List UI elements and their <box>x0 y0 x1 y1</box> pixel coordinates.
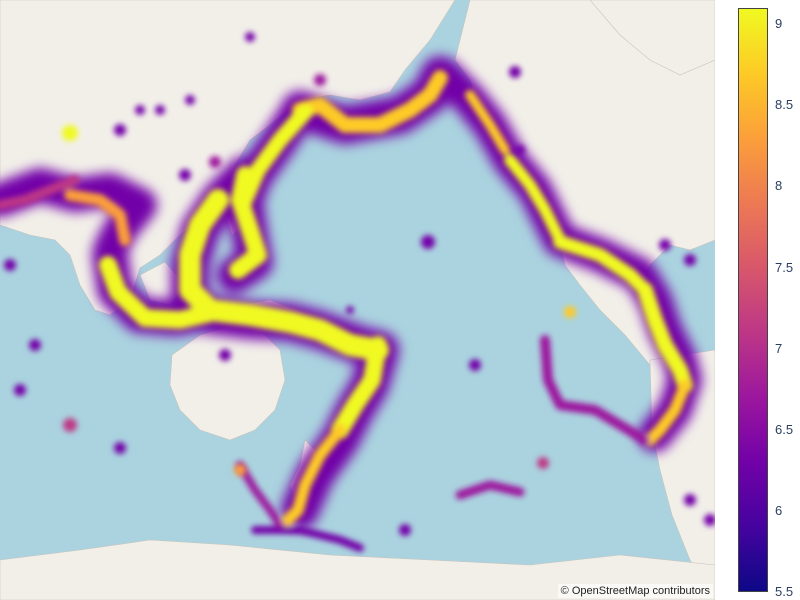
hotspot <box>684 254 696 266</box>
hotspot <box>114 442 126 454</box>
hotspot <box>659 239 671 251</box>
hotspot <box>185 95 195 105</box>
hotspot <box>537 457 549 469</box>
colorbar-tick-label: 6 <box>775 502 783 518</box>
hotspot <box>234 464 246 476</box>
hotspot <box>209 156 221 168</box>
ring-core-kermadec <box>282 424 346 526</box>
ring-core-central-america <box>637 282 693 393</box>
hotspot <box>155 105 165 115</box>
hotspot <box>245 32 255 42</box>
ring-core-japan <box>229 166 267 279</box>
colorbar-tick-label: 8.5 <box>775 97 794 113</box>
hotspot <box>63 418 77 432</box>
land-greenland <box>589 0 715 76</box>
land-australia <box>169 324 286 441</box>
hotspot <box>314 74 326 86</box>
hotspot <box>399 524 411 536</box>
colorbar-tick-label: 8 <box>775 178 783 194</box>
hotspot <box>62 125 78 141</box>
ring-core-south-pacific <box>455 480 525 500</box>
hotspot <box>179 169 191 181</box>
hotspot <box>14 384 26 396</box>
colorbar-gradient <box>738 8 768 592</box>
hotspot <box>421 235 435 249</box>
hotspot <box>29 339 41 351</box>
ring-core-indonesia <box>99 256 224 329</box>
hotspot <box>704 514 715 526</box>
map-attribution[interactable]: © OpenStreetMap contributors <box>557 584 713 598</box>
colorbar-tick-label: 5.5 <box>775 584 794 599</box>
hotspot <box>564 306 576 318</box>
ring-core-aleutian <box>292 70 448 133</box>
ring-core-tonga <box>331 336 387 439</box>
ring-core-asia <box>64 189 131 246</box>
ring-core-himalaya <box>0 175 80 210</box>
hotspot <box>114 124 126 136</box>
colorbar-tick-label: 6.5 <box>775 421 794 437</box>
hotspot <box>469 359 481 371</box>
hotspot <box>515 145 525 155</box>
colorbar-tick-label: 9 <box>775 16 783 32</box>
hotspot <box>509 66 521 78</box>
hotspot <box>219 349 231 361</box>
colorbar-tick-label: 7.5 <box>775 259 794 275</box>
ring-core-mexico <box>553 235 652 297</box>
hotspot <box>4 259 16 271</box>
map-view[interactable]: © OpenStreetMap contributors <box>0 0 715 600</box>
ring-core-sea <box>236 461 284 529</box>
density-heat-layer <box>0 32 715 552</box>
ring-core-cascadia <box>504 154 566 246</box>
ring-core-scotia <box>251 526 364 552</box>
ring-core-alaska-canada <box>465 90 510 155</box>
map-canvas <box>0 0 715 600</box>
colorbar-tick-label: 7 <box>775 340 783 356</box>
hotspot <box>346 306 354 314</box>
hotspot <box>135 105 145 115</box>
ring-core-philippines <box>179 189 389 361</box>
hotspot <box>684 494 696 506</box>
colorbar: 9 8.5 8 7.5 7 6.5 6 5.5 <box>715 0 800 600</box>
ring-core-andes <box>644 379 691 446</box>
land-antarctica <box>0 539 715 600</box>
ring-core-galapagos <box>540 335 650 445</box>
